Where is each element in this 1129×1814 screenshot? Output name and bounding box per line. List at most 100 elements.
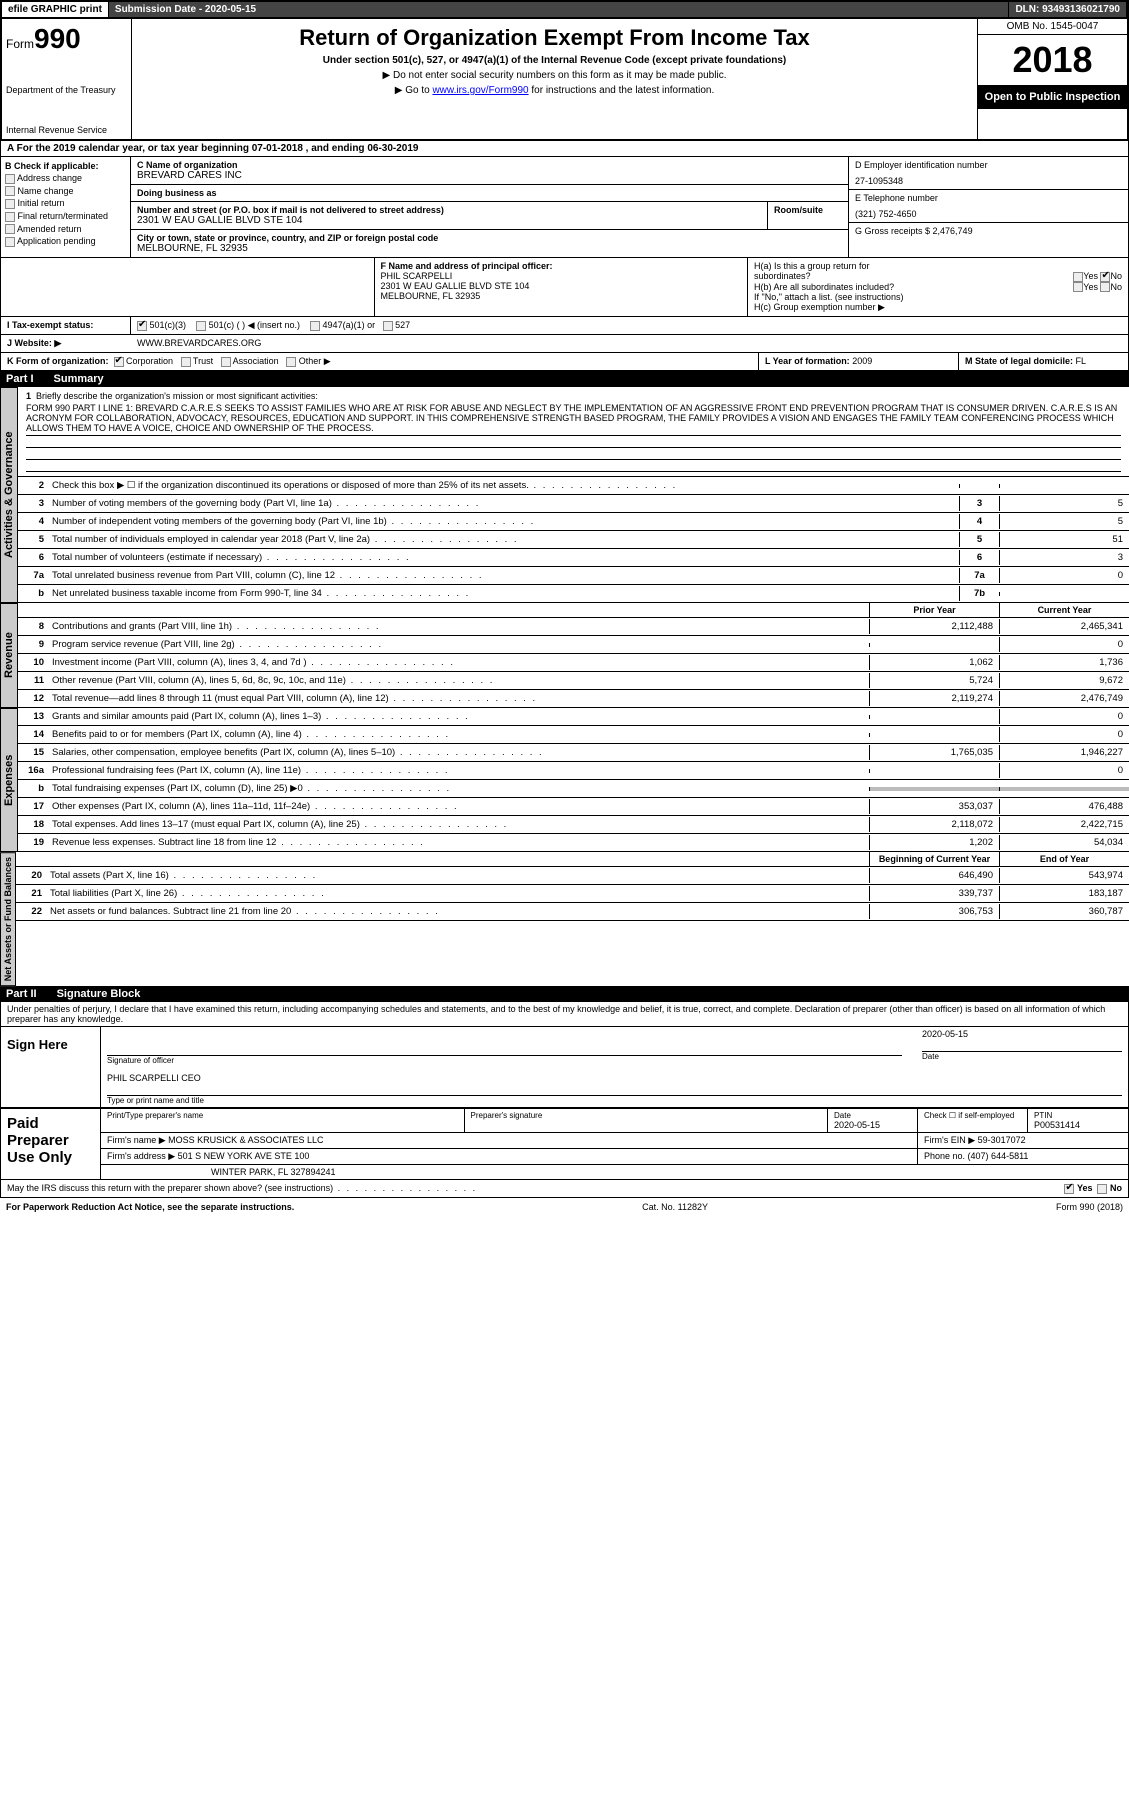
chk-other[interactable] [286,357,296,367]
ha-no[interactable] [1100,272,1110,282]
paid-preparer-label: Paid Preparer Use Only [1,1109,101,1179]
header-left: Form990 Department of the Treasury Inter… [2,19,132,139]
data-line: 14Benefits paid to or for members (Part … [18,726,1129,744]
sidelabel-revenue: Revenue [0,603,18,708]
chk-4947[interactable] [310,321,320,331]
chk-trust[interactable] [181,357,191,367]
topbar: efile GRAPHIC print Submission Date - 20… [0,0,1129,19]
data-line: 17Other expenses (Part IX, column (A), l… [18,798,1129,816]
chk-501c[interactable] [196,321,206,331]
footer: For Paperwork Reduction Act Notice, see … [0,1198,1129,1216]
chk-final-return[interactable]: Final return/terminated [5,211,126,222]
data-line: 9Program service revenue (Part VIII, lin… [18,636,1129,654]
block-identity: B Check if applicable: Address change Na… [0,157,1129,258]
gov-line: 7aTotal unrelated business revenue from … [18,567,1129,585]
goto-note: ▶ Go to www.irs.gov/Form990 for instruct… [138,85,971,96]
paid-preparer-block: Paid Preparer Use Only Print/Type prepar… [0,1109,1129,1180]
data-line: 19Revenue less expenses. Subtract line 1… [18,834,1129,852]
header-title-block: Return of Organization Exempt From Incom… [132,19,977,139]
data-line: 13Grants and similar amounts paid (Part … [18,708,1129,726]
principal-officer: F Name and address of principal officer:… [375,258,749,316]
row-f-h: F Name and address of principal officer:… [0,258,1129,317]
form-subtitle: Under section 501(c), 527, or 4947(a)(1)… [138,55,971,66]
section-governance: Activities & Governance 1 Briefly descri… [0,387,1129,603]
chk-initial-return[interactable]: Initial return [5,198,126,209]
sign-here-block: Sign Here Signature of officer 2020-05-1… [0,1027,1129,1109]
part1-header: Part I Summary [0,371,1129,387]
data-line: 8Contributions and grants (Part VIII, li… [18,618,1129,636]
hb-yes[interactable] [1073,282,1083,292]
submission-date: Submission Date - 2020-05-15 [109,2,1010,17]
org-name: BREVARD CARES INC [137,170,842,181]
data-line: 11Other revenue (Part VIII, column (A), … [18,672,1129,690]
form-number: Form990 [6,23,127,55]
chk-address-change[interactable]: Address change [5,173,126,184]
col-d-e: D Employer identification number 27-1095… [848,157,1128,257]
efile-label[interactable]: efile GRAPHIC print [2,2,109,17]
telephone: (321) 752-4650 [855,209,1122,219]
data-line: bTotal fundraising expenses (Part IX, co… [18,780,1129,798]
chk-501c3[interactable] [137,321,147,331]
hb-no[interactable] [1100,282,1110,292]
irs-link[interactable]: www.irs.gov/Form990 [432,85,528,96]
row-a-tax-year: A For the 2019 calendar year, or tax yea… [0,141,1129,157]
sign-here-label: Sign Here [1,1027,101,1107]
chk-assoc[interactable] [221,357,231,367]
col-c-org: C Name of organization BREVARD CARES INC… [131,157,848,257]
data-line: 16aProfessional fundraising fees (Part I… [18,762,1129,780]
sidelabel-expenses: Expenses [0,708,18,852]
gov-line: 4Number of independent voting members of… [18,513,1129,531]
mission-text: FORM 990 PART I LINE 1: BREVARD C.A.R.E.… [26,401,1121,436]
gross-receipts: 2,476,749 [933,226,973,236]
website: WWW.BREVARDCARES.ORG [131,335,267,352]
tax-year: 2018 [978,35,1127,85]
gov-line: 3Number of voting members of the governi… [18,495,1129,513]
discuss-row: May the IRS discuss this return with the… [0,1180,1129,1198]
firm-ein: 59-3017072 [978,1135,1026,1145]
street-address: 2301 W EAU GALLIE BLVD STE 104 [137,215,761,226]
part2-header: Part II Signature Block [0,986,1129,1002]
dept-treasury: Department of the Treasury [6,85,127,95]
firm-name: MOSS KRUSICK & ASSOCIATES LLC [168,1135,323,1145]
firm-addr: 501 S NEW YORK AVE STE 100 [178,1151,310,1161]
row-k: K Form of organization: Corporation Trus… [0,353,1129,371]
irs-label: Internal Revenue Service [6,125,127,135]
group-return-block: H(a) Is this a group return for subordin… [748,258,1128,316]
col-header-revenue: Prior Year Current Year [18,603,1129,618]
chk-527[interactable] [383,321,393,331]
data-line: 21Total liabilities (Part X, line 26)339… [16,885,1129,903]
section-net-assets: Net Assets or Fund Balances Beginning of… [0,852,1129,986]
gov-line: bNet unrelated business taxable income f… [18,585,1129,603]
section-expenses: Expenses 13Grants and similar amounts pa… [0,708,1129,852]
discuss-yes[interactable] [1064,1184,1074,1194]
form-header: Form990 Department of the Treasury Inter… [0,19,1129,141]
ssn-note: ▶ Do not enter social security numbers o… [138,70,971,81]
discuss-no[interactable] [1097,1184,1107,1194]
chk-amended[interactable]: Amended return [5,224,126,235]
cat-no: Cat. No. 11282Y [642,1202,708,1212]
data-line: 15Salaries, other compensation, employee… [18,744,1129,762]
ptin: P00531414 [1034,1120,1122,1130]
row-i: I Tax-exempt status: 501(c)(3) 501(c) ( … [0,317,1129,335]
data-line: 20Total assets (Part X, line 16)646,4905… [16,867,1129,885]
data-line: 12Total revenue—add lines 8 through 11 (… [18,690,1129,708]
form-ref: Form 990 (2018) [1056,1202,1123,1212]
state-domicile: FL [1076,356,1087,366]
data-line: 10Investment income (Part VIII, column (… [18,654,1129,672]
header-right: OMB No. 1545-0047 2018 Open to Public In… [977,19,1127,139]
chk-name-change[interactable]: Name change [5,186,126,197]
ha-yes[interactable] [1073,272,1083,282]
chk-pending[interactable]: Application pending [5,236,126,247]
col-header-net-assets: Beginning of Current Year End of Year [16,852,1129,867]
firm-phone: (407) 644-5811 [968,1151,1029,1161]
form-title: Return of Organization Exempt From Incom… [138,25,971,51]
city-state-zip: MELBOURNE, FL 32935 [137,243,842,254]
year-formation: 2009 [852,356,872,366]
prep-date: 2020-05-15 [834,1120,911,1130]
data-line: 22Net assets or fund balances. Subtract … [16,903,1129,921]
chk-corp[interactable] [114,357,124,367]
open-inspection: Open to Public Inspection [978,85,1127,109]
gov-line: 2Check this box ▶ ☐ if the organization … [18,477,1129,495]
paperwork-notice: For Paperwork Reduction Act Notice, see … [6,1202,294,1212]
omb-number: OMB No. 1545-0047 [978,19,1127,35]
